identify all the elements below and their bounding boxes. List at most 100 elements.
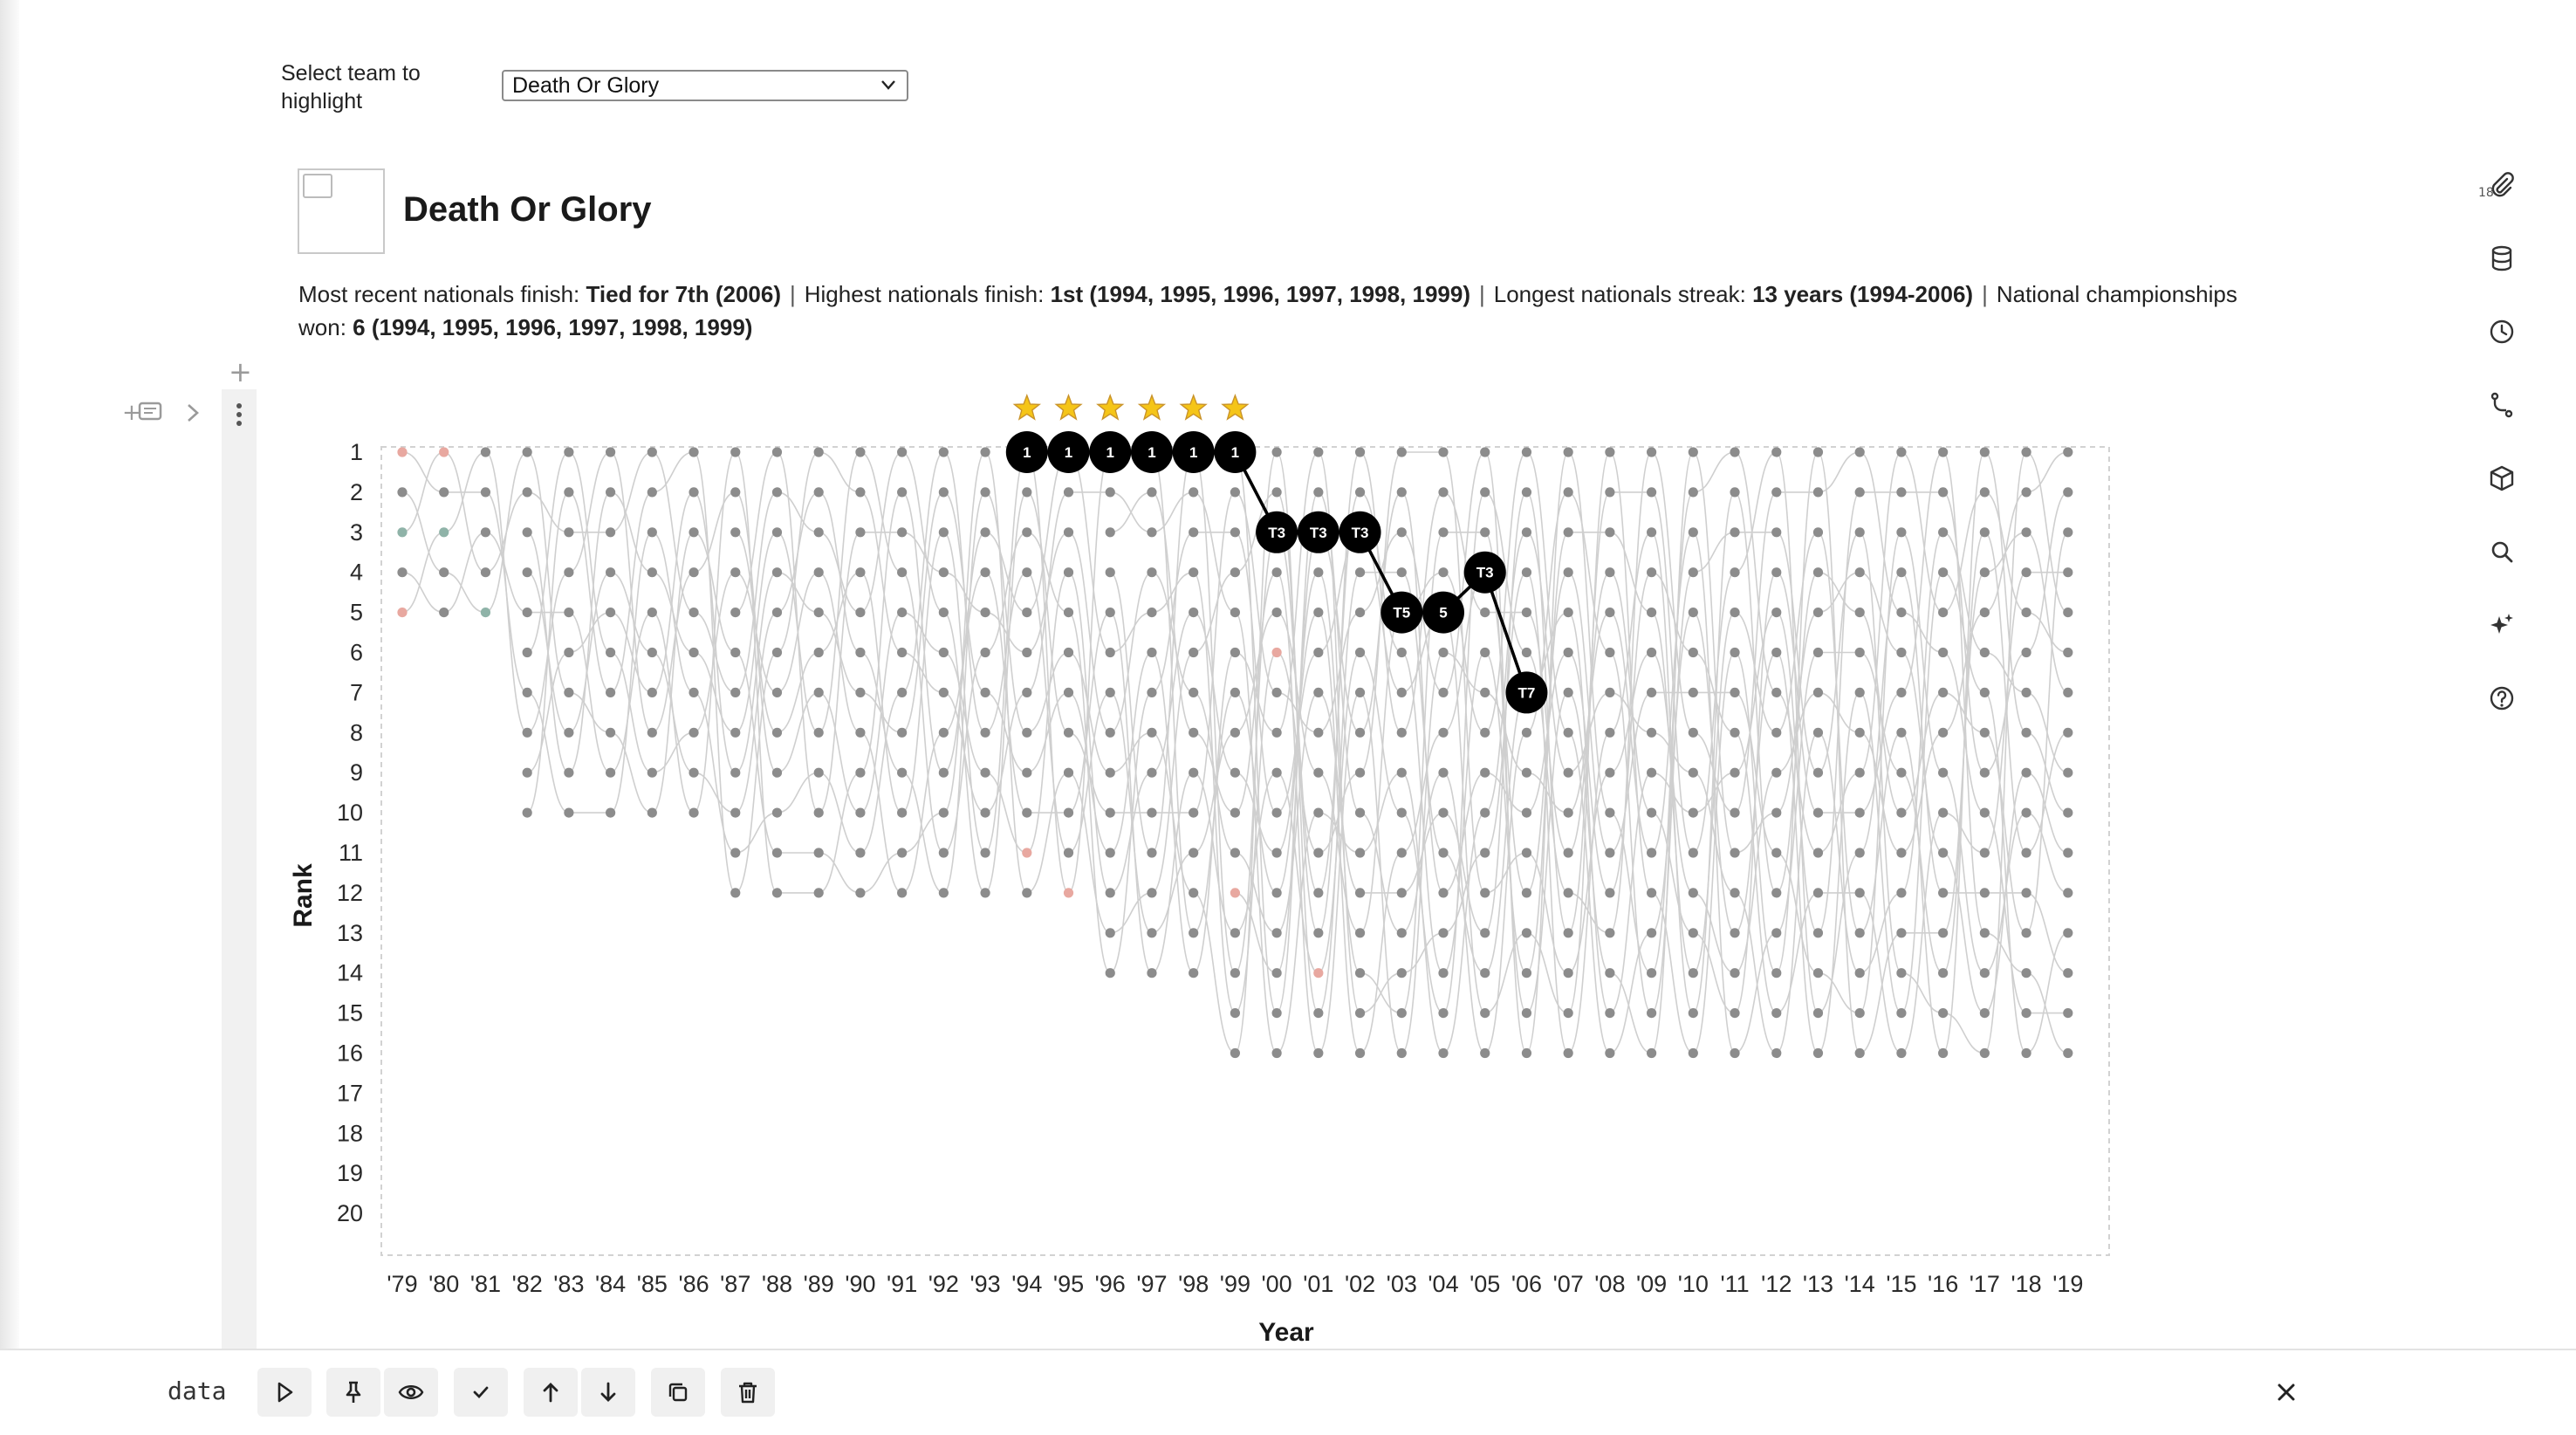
attachments-button[interactable]: 18 — [2478, 161, 2525, 209]
team-path-line — [1360, 451, 1402, 734]
team-path-line — [777, 691, 819, 773]
team-path-line — [1734, 451, 1778, 694]
data-point — [606, 807, 616, 818]
team-stats: Most recent nationals finish: Tied for 7… — [298, 278, 2288, 344]
data-point — [1022, 647, 1032, 658]
x-tick-label: '17 — [1970, 1271, 2000, 1297]
team-path-line — [1983, 532, 2027, 854]
packages-button[interactable] — [2478, 455, 2525, 502]
data-point — [2063, 888, 2073, 898]
team-path-line — [1776, 731, 1819, 1054]
team-path-line — [2025, 812, 2068, 894]
team-path-line — [1193, 731, 1236, 814]
team-path-line — [1360, 611, 1402, 934]
data-point — [1647, 767, 1657, 778]
move-up-button[interactable] — [524, 1368, 578, 1417]
team-path-line — [1734, 691, 1778, 854]
team-path-line — [610, 532, 653, 814]
move-down-button[interactable] — [581, 1368, 635, 1417]
team-path-line — [1442, 491, 1486, 1014]
search-button[interactable] — [2478, 528, 2525, 575]
add-comment-icon[interactable]: + — [122, 400, 171, 432]
data-point — [1438, 968, 1449, 978]
data-point — [1979, 1047, 1990, 1059]
data-point — [1438, 447, 1449, 457]
delete-cell-button[interactable] — [721, 1368, 775, 1417]
data-point — [1771, 807, 1782, 818]
close-action-bar-button[interactable] — [2271, 1368, 2302, 1417]
data-point — [1771, 447, 1782, 457]
team-path-line — [1983, 772, 2027, 1014]
data-point — [1521, 487, 1532, 498]
data-point — [1563, 447, 1573, 457]
duplicate-cell-button[interactable] — [651, 1368, 705, 1417]
data-point — [1022, 848, 1032, 858]
team-path-line — [1026, 451, 1070, 894]
data-point — [522, 567, 532, 578]
data-point — [2063, 527, 2073, 538]
data-point — [689, 487, 699, 498]
x-tick-label: '89 — [804, 1271, 834, 1297]
team-path-line — [1651, 812, 1694, 934]
team-path-line — [860, 571, 903, 814]
data-point — [855, 848, 866, 858]
data-point — [1189, 807, 1199, 818]
search-icon — [2491, 541, 2513, 563]
team-path-line — [1568, 892, 1610, 934]
data-point — [1230, 848, 1240, 858]
data-point — [2063, 928, 2073, 938]
ai-assist-button[interactable] — [2478, 601, 2525, 649]
team-path-line — [1401, 651, 1444, 1054]
data-point — [1438, 487, 1449, 498]
data-point — [897, 807, 908, 818]
x-tick-label: '84 — [595, 1271, 626, 1297]
team-path-line — [1484, 932, 1527, 1014]
data-sources-button[interactable] — [2478, 235, 2525, 282]
data-point — [897, 727, 908, 738]
cell-menu-icon[interactable] — [229, 400, 250, 435]
data-point — [1063, 527, 1074, 538]
team-path-line — [860, 451, 902, 614]
highlighted-point-label: 1 — [1148, 444, 1155, 461]
data-point — [647, 727, 657, 738]
team-select-dropdown[interactable]: Death Or Glory — [502, 70, 908, 101]
x-tick-label: '85 — [637, 1271, 668, 1297]
expand-chevron-icon[interactable] — [183, 400, 202, 432]
add-cell-above-icon[interactable]: + — [229, 355, 252, 388]
data-point — [1230, 1047, 1240, 1059]
team-path-line — [526, 451, 570, 694]
data-point — [771, 767, 783, 778]
data-point — [1854, 447, 1865, 457]
data-point — [1896, 888, 1907, 898]
help-button[interactable] — [2478, 675, 2525, 722]
pin-cell-button[interactable] — [326, 1368, 380, 1417]
data-point — [1438, 647, 1449, 658]
toggle-visibility-button[interactable] — [384, 1368, 438, 1417]
team-path-line — [1942, 611, 1985, 734]
team-path-line — [526, 651, 570, 773]
approve-button[interactable] — [454, 1368, 508, 1417]
data-point — [730, 447, 741, 457]
data-point — [1438, 888, 1449, 898]
team-path-line — [860, 731, 902, 894]
data-point — [1480, 608, 1490, 618]
team-path-line — [1984, 731, 2027, 934]
champion-star-icon — [1221, 394, 1250, 421]
team-path-line — [984, 691, 1028, 814]
data-point — [1771, 647, 1782, 658]
data-point — [1854, 687, 1865, 697]
team-path-line — [1776, 571, 1819, 814]
data-point — [2021, 447, 2031, 457]
team-path-line — [1151, 571, 1194, 694]
team-path-line — [984, 491, 1028, 734]
history-button[interactable] — [2478, 308, 2525, 355]
team-path-line — [1901, 571, 1944, 1014]
git-button[interactable] — [2478, 381, 2525, 429]
team-path-line — [1151, 611, 1194, 773]
data-point — [1605, 647, 1615, 658]
data-point — [2021, 848, 2031, 858]
data-point — [1771, 928, 1782, 938]
team-path-line — [1901, 532, 1944, 773]
run-cell-button[interactable] — [257, 1368, 312, 1417]
team-path-line — [735, 571, 778, 773]
